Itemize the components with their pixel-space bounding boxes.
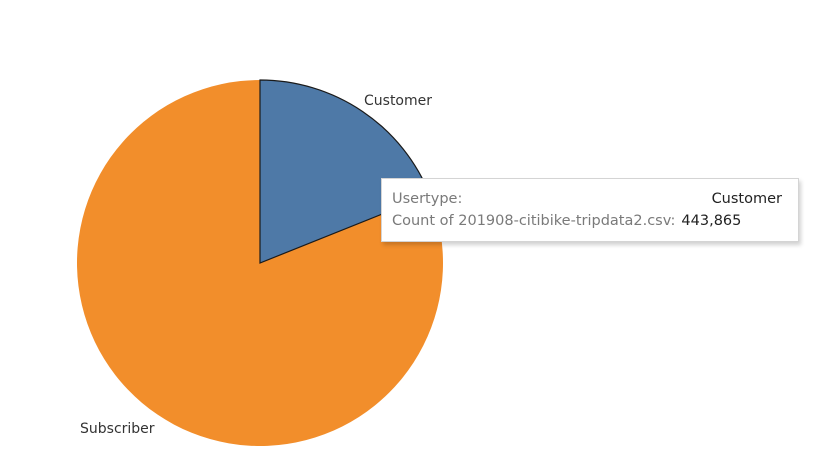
tooltip: Usertype: Customer Count of 201908-citib… xyxy=(381,178,799,242)
tooltip-row-usertype: Usertype: Customer xyxy=(392,191,788,213)
pie-slice-customer[interactable] xyxy=(259,79,431,264)
pie-slices xyxy=(76,79,443,446)
tooltip-usertype-label: Usertype: xyxy=(392,191,463,207)
tooltip-row-count: Count of 201908-citibike-tripdata2.csv: … xyxy=(392,213,788,235)
tooltip-count-value: 443,865 xyxy=(681,213,742,229)
slice-label-customer: Customer xyxy=(364,93,432,109)
tooltip-count-label: Count of 201908-citibike-tripdata2.csv: xyxy=(392,213,676,229)
slice-label-subscriber: Subscriber xyxy=(80,421,155,437)
tooltip-usertype-value: Customer xyxy=(711,191,782,207)
